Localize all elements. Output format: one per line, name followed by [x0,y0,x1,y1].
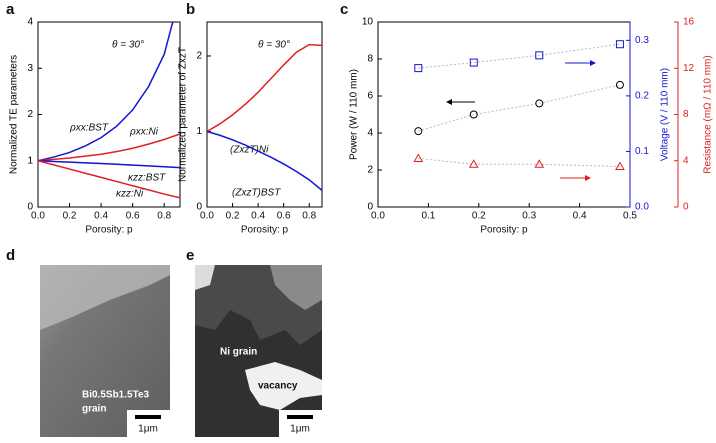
y-tick-label: 2 [367,165,373,176]
panel-letter: a [6,1,15,18]
y-tick-label: 0.2 [635,91,649,102]
series-label: ρxx:Ni [129,127,159,138]
x-tick-label: 0.6 [277,211,291,222]
image-label: vacancy [258,381,298,392]
marker [468,159,479,168]
series-line [38,133,180,162]
x-axis-label: Porosity: p [480,225,528,236]
panel-letter: d [6,247,15,264]
series-label: (ZxzT)BST [232,188,281,199]
y-tick-label: 8 [683,109,689,120]
x-tick-label: 0.4 [94,211,108,222]
series-line [207,130,322,191]
x-tick-label: 0.2 [226,211,240,222]
plot-frame [377,21,631,208]
marker [535,99,544,108]
x-tick-label: 0.2 [63,211,77,222]
x-tick-label: 0.6 [126,211,140,222]
y-tick-label: 2 [27,109,33,120]
marker [615,80,624,89]
trend-line [418,84,621,132]
x-tick-label: 0.8 [302,211,316,222]
panel-letter: c [340,1,348,18]
x-tick-label: 0.0 [371,211,385,222]
y-tick-label: 0.3 [635,35,649,46]
y-tick-label: 1 [27,155,33,166]
x-axis-label: Porosity: p [241,225,289,236]
series-label: ρxx:BST [69,123,109,134]
x-tick-label: 0.5 [623,211,637,222]
x-tick-label: 0.8 [157,211,171,222]
y-tick-label: 2 [196,51,202,62]
scale-bar-label: 1μm [138,424,158,435]
series-label: κzz:Ni [116,189,144,200]
y-axis-label: Resistance (mΩ / 110 mm) [703,55,714,173]
y-tick-label: 0.0 [635,202,649,213]
y-tick-label: 4 [683,155,689,166]
y-tick-label: 3 [27,63,33,74]
y-tick-label: 0.1 [635,146,649,157]
series-label: κzz:BST [128,173,166,184]
y-axis-label: Power (W / 110 mm) [349,69,360,160]
trend-line [418,43,620,69]
y-tick-label: 0 [367,202,373,213]
micrograph: Ni grain vacancy 1μm [195,265,322,437]
trend-line [418,157,620,168]
marker [469,110,478,119]
series-line [207,43,322,133]
annotation: θ = 30° [258,40,290,51]
panel-letter: b [186,1,195,18]
x-axis-label: Porosity: p [85,225,133,236]
image-label: grain [82,404,106,415]
x-tick-label: 0.4 [573,211,587,222]
x-tick-label: 0.0 [31,211,45,222]
y-tick-label: 1 [196,126,202,137]
marker [414,64,423,73]
series-line [38,22,174,162]
x-tick-label: 0.0 [200,211,214,222]
marker [615,161,625,171]
marker [535,51,544,60]
y-tick-label: 10 [362,17,374,28]
annotation: θ = 30° [112,40,144,51]
marker [469,58,478,67]
plot-frame [206,21,323,208]
y-tick-label: 16 [683,17,695,28]
x-tick-label: 0.2 [472,211,486,222]
y-tick-label: 8 [367,54,373,65]
series-line [38,160,180,199]
marker [615,40,624,49]
panel-letter: e [186,247,194,264]
micrograph: Bi0.5Sb1.5Te3 grain 1μm [40,265,170,437]
y-tick-label: 6 [367,91,373,102]
y-tick-label: 4 [367,128,373,139]
y-tick-label: 0 [196,202,202,213]
y-axis-label: Normalized TE parameters [9,55,20,174]
y-tick-label: 4 [27,17,33,28]
x-tick-label: 0.4 [251,211,265,222]
series-label: (ZxzT)Ni [230,145,269,156]
marker [413,153,424,162]
x-tick-label: 0.1 [421,211,435,222]
marker [534,159,545,168]
x-tick-label: 0.3 [522,211,536,222]
y-axis-label: Voltage (V / 110 mm) [660,68,671,161]
scale-bar-label: 1μm [290,424,310,435]
y-tick-label: 0 [27,202,33,213]
marker [414,127,423,136]
image-label: Ni grain [220,347,257,358]
y-axis-label: Normalized parameter of ZxzT [178,47,189,182]
image-label: Bi0.5Sb1.5Te3 [82,390,150,401]
y-tick-label: 0 [683,202,689,213]
y-tick-label: 12 [683,63,695,74]
series-line [38,160,180,169]
